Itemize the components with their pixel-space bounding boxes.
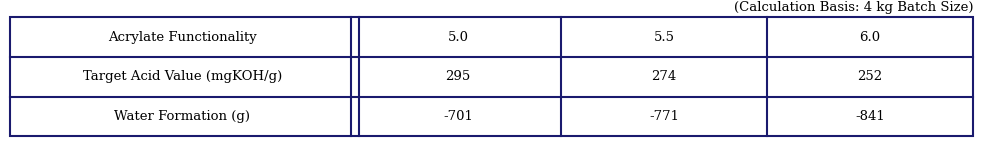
Text: 5.5: 5.5 [654,31,674,44]
Text: (Calculation Basis: 4 kg Batch Size): (Calculation Basis: 4 kg Batch Size) [733,1,973,14]
Text: Target Acid Value (mgKOH/g): Target Acid Value (mgKOH/g) [83,70,282,83]
Text: 274: 274 [652,70,676,83]
Text: 252: 252 [857,70,883,83]
Text: 5.0: 5.0 [447,31,469,44]
Text: Acrylate Functionality: Acrylate Functionality [108,31,257,44]
Text: -701: -701 [443,110,473,123]
Text: Water Formation (g): Water Formation (g) [114,110,251,123]
Text: -771: -771 [649,110,679,123]
Text: 6.0: 6.0 [859,31,881,44]
Text: -841: -841 [855,110,885,123]
Text: 295: 295 [445,70,471,83]
